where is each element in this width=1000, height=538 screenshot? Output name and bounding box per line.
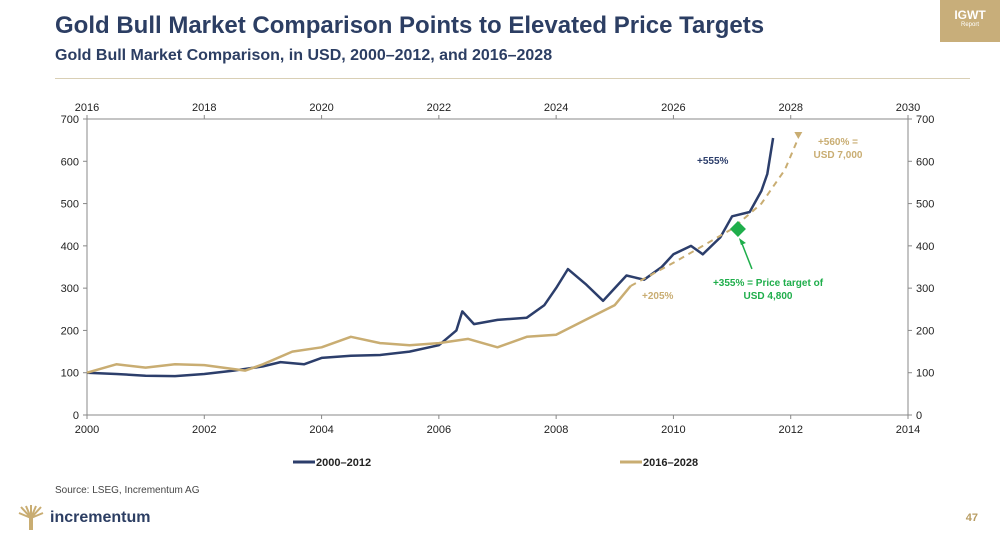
logo-text: incrementum bbox=[50, 509, 151, 526]
x-bottom-tick-label: 2012 bbox=[778, 424, 802, 436]
annotation-label: +205% bbox=[642, 291, 674, 302]
x-top-tick-label: 2022 bbox=[427, 102, 451, 114]
x-bottom-tick-label: 2002 bbox=[192, 424, 216, 436]
y-tick-label-right: 700 bbox=[916, 114, 934, 126]
divider bbox=[55, 78, 970, 79]
y-tick-label-left: 600 bbox=[61, 156, 79, 168]
x-bottom-tick-label: 2004 bbox=[309, 424, 333, 436]
y-tick-label-left: 200 bbox=[61, 325, 79, 337]
y-tick-label-right: 300 bbox=[916, 283, 934, 295]
x-bottom-tick-label: 2008 bbox=[544, 424, 568, 436]
series-line-bottom bbox=[86, 137, 775, 378]
y-tick-label-right: 0 bbox=[916, 410, 922, 422]
y-tick-label-left: 0 bbox=[73, 410, 79, 422]
annotation-label: +555% bbox=[697, 156, 729, 167]
x-top-tick-label: 2028 bbox=[778, 102, 802, 114]
page-number: 47 bbox=[965, 512, 978, 524]
x-bottom-tick-label: 2006 bbox=[427, 424, 451, 436]
x-top-tick-label: 2018 bbox=[192, 102, 216, 114]
y-tick-label-right: 600 bbox=[916, 156, 934, 168]
source-note: Source: LSEG, Incrementum AG bbox=[55, 485, 200, 496]
series-line-top bbox=[86, 285, 632, 374]
annotation-arrowhead bbox=[738, 237, 746, 245]
y-tick-label-right: 500 bbox=[916, 199, 934, 211]
page-subtitle: Gold Bull Market Comparison, in USD, 200… bbox=[55, 47, 553, 64]
x-bottom-tick-label: 2014 bbox=[896, 424, 920, 436]
x-top-tick-label: 2020 bbox=[309, 102, 333, 114]
tree-logo-icon bbox=[18, 505, 44, 530]
diamond-marker bbox=[729, 220, 746, 237]
x-top-tick-label: 2030 bbox=[896, 102, 920, 114]
annotation-label: USD 7,000 bbox=[814, 150, 863, 161]
x-top-tick-label: 2024 bbox=[544, 102, 568, 114]
x-bottom-tick-label: 2010 bbox=[661, 424, 685, 436]
y-tick-label-right: 400 bbox=[916, 241, 934, 253]
x-top-tick-label: 2016 bbox=[75, 102, 99, 114]
arrowhead-marker bbox=[794, 132, 803, 140]
series-line-projection bbox=[630, 137, 800, 287]
legend-label: 2016–2028 bbox=[643, 457, 698, 469]
y-tick-label-left: 100 bbox=[61, 368, 79, 380]
annotation-label: USD 4,800 bbox=[744, 291, 793, 302]
legend-label: 2000–2012 bbox=[316, 457, 371, 469]
x-top-tick-label: 2026 bbox=[661, 102, 685, 114]
y-tick-label-left: 300 bbox=[61, 283, 79, 295]
y-tick-label-left: 700 bbox=[61, 114, 79, 126]
x-bottom-tick-label: 2000 bbox=[75, 424, 99, 436]
annotation-label: +355% = Price target of bbox=[713, 278, 824, 289]
annotation-label: +560% = bbox=[818, 137, 858, 148]
plot-frame bbox=[86, 118, 909, 416]
logo: incrementum bbox=[18, 505, 150, 531]
annotation-arrow bbox=[740, 240, 753, 270]
page-title: Gold Bull Market Comparison Points to El… bbox=[55, 12, 765, 39]
y-tick-label-right: 100 bbox=[916, 368, 934, 380]
igwt-badge: IGWT Report bbox=[940, 0, 1000, 42]
y-tick-label-left: 500 bbox=[61, 199, 79, 211]
y-tick-label-left: 400 bbox=[61, 241, 79, 253]
y-tick-label-right: 200 bbox=[916, 325, 934, 337]
badge-text: IGWT bbox=[954, 8, 986, 22]
badge-subtext: Report bbox=[960, 22, 979, 28]
